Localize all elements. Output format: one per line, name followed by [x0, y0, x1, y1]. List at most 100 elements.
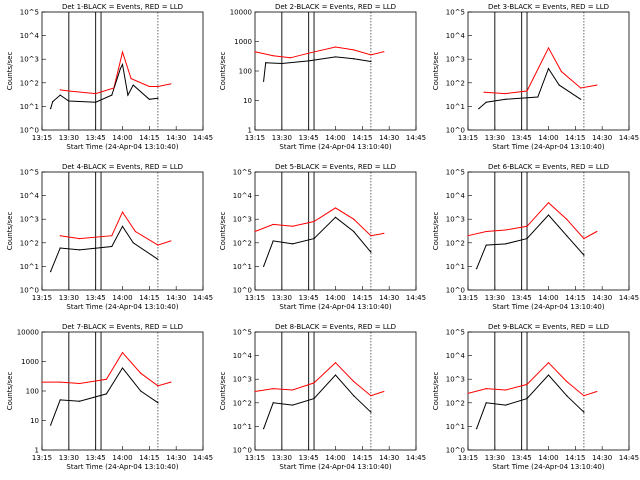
series-point-black — [140, 390, 142, 392]
series-point-red — [170, 83, 172, 85]
series-point-red — [272, 55, 274, 57]
series-point-black — [370, 60, 372, 63]
series-point-black — [68, 100, 70, 102]
y-tick-label: 10^1 — [446, 103, 465, 111]
series-point-black — [475, 428, 478, 430]
series-line-red-lld — [42, 351, 171, 387]
series-line-black-events — [50, 367, 159, 426]
series-point-black — [547, 67, 550, 70]
x-tick-label: 13:15 — [32, 454, 52, 462]
x-axis-label: Start Time (24-Apr-04 13:10:40) — [279, 463, 391, 471]
chart-svg: 1 10 100 1000 10000 13:15 13:30 13:45 14:00 14:15… — [219, 3, 426, 151]
chart-title: Det 9-BLACK = Events, RED = LLD — [488, 323, 609, 331]
x-tick-label: 14:15 — [352, 454, 372, 462]
x-axis-label: Start Time (24-Apr-04 13:10:40) — [279, 303, 391, 311]
series-point-black — [485, 244, 487, 246]
series-point-red — [560, 70, 562, 73]
series-point-red — [566, 218, 568, 220]
series-point-red — [313, 220, 315, 223]
series-point-black — [504, 404, 507, 406]
series-line-red-lld — [254, 46, 384, 59]
y-axis-label: Counts/sec — [219, 52, 227, 91]
y-tick-label: 10^3 — [446, 376, 465, 384]
x-tick-label: 13:30 — [272, 294, 292, 302]
x-tick-label: 13:30 — [272, 454, 292, 462]
series-point-black — [313, 238, 315, 240]
plot-frame — [254, 171, 417, 291]
series-point-black — [272, 240, 274, 242]
series-point-black — [537, 96, 539, 98]
chart-svg: 10^0 10^1 10^2 10^3 10^4 10^5 13:15 13:30 13:45 1… — [432, 3, 639, 151]
series-point-black — [121, 225, 124, 227]
chart-svg: 10^0 10^1 10^2 10^3 10^4 10^5 13:15 13:30 13:45 1… — [219, 163, 426, 311]
series-point-red — [59, 235, 61, 237]
series-point-black — [504, 98, 507, 100]
x-tick-label: 14:00 — [538, 134, 558, 142]
series-point-red — [583, 395, 585, 397]
panel-det-9: 10^0 10^1 10^2 10^3 10^4 10^5 13:15 13:30 13:45 1… — [426, 320, 639, 480]
x-tick-label: 13:45 — [299, 454, 319, 462]
x-tick-label: 13:30 — [485, 134, 505, 142]
x-tick-label: 14:00 — [325, 294, 345, 302]
y-tick-label: 10^5 — [446, 9, 465, 17]
y-tick-label: 10^0 — [20, 287, 39, 295]
y-tick-label: 1 — [248, 127, 252, 135]
chart-svg: 10^0 10^1 10^2 10^3 10^4 10^5 13:15 13:30 13:45 1… — [219, 323, 426, 471]
series-point-black — [558, 84, 560, 86]
series-point-black — [313, 398, 315, 400]
x-tick-label: 14:30 — [166, 294, 186, 302]
plot-frame — [467, 331, 630, 451]
series-point-black — [49, 271, 52, 273]
y-tick-label: 10^4 — [446, 32, 466, 40]
series-point-black — [370, 411, 372, 413]
series-point-red — [596, 230, 598, 233]
x-axis-label: Start Time (24-Apr-04 13:10:40) — [66, 143, 178, 151]
series-point-red — [254, 51, 256, 53]
y-tick-label: 10^1 — [446, 263, 465, 271]
x-tick-label: 14:00 — [112, 134, 132, 142]
series-point-black — [547, 374, 550, 376]
y-tick-label: 10^3 — [20, 216, 39, 224]
series-point-red — [272, 387, 274, 390]
x-tick-label: 14:45 — [406, 454, 426, 462]
series-line-black-events — [50, 225, 159, 272]
series-point-red — [41, 381, 43, 383]
plot-frame — [41, 171, 204, 291]
panel-det-5: 10^0 10^1 10^2 10^3 10^4 10^5 13:15 13:30 13:45 1… — [213, 160, 426, 320]
y-tick-label: 10^1 — [446, 423, 465, 431]
series-point-black — [334, 216, 337, 218]
chart-title: Det 7-BLACK = Events, RED = LLD — [62, 323, 183, 331]
chart-title: Det 3-BLACK = Events, RED = LLD — [488, 3, 609, 11]
series-point-red — [157, 244, 159, 246]
x-tick-label: 14:30 — [379, 134, 399, 142]
y-tick-label: 10^3 — [446, 56, 465, 64]
y-axis-label: Counts/sec — [219, 372, 227, 411]
series-point-red — [308, 52, 310, 54]
series-line-black-events — [50, 62, 158, 109]
y-tick-label: 100 — [26, 388, 39, 396]
series-point-black — [59, 399, 61, 401]
series-point-black — [105, 393, 107, 395]
series-point-black — [119, 67, 121, 70]
panel-det-1: 10^0 10^1 10^2 10^3 10^4 10^5 13:15 13:30 13:45 1… — [0, 0, 213, 160]
y-tick-label: 1 — [35, 447, 39, 455]
x-tick-label: 14:15 — [139, 134, 159, 142]
y-tick-label: 10^4 — [20, 192, 40, 200]
series-point-red — [353, 49, 355, 51]
panel-det-8: 10^0 10^1 10^2 10^3 10^4 10^5 13:15 13:30 13:45 1… — [213, 320, 426, 480]
series-point-black — [291, 243, 294, 245]
series-point-black — [111, 94, 113, 96]
y-tick-label: 10000 — [17, 329, 39, 337]
x-tick-label: 13:30 — [485, 454, 505, 462]
series-point-black — [526, 398, 528, 400]
y-tick-label: 10^3 — [233, 216, 252, 224]
y-tick-label: 10^1 — [233, 263, 252, 271]
y-tick-label: 10^4 — [233, 352, 253, 360]
series-point-black — [262, 428, 265, 430]
y-tick-label: 10^3 — [233, 376, 252, 384]
series-point-black — [49, 108, 52, 110]
x-tick-label: 14:15 — [565, 454, 585, 462]
x-tick-label: 13:45 — [299, 294, 319, 302]
y-tick-label: 10^4 — [446, 192, 466, 200]
series-point-red — [370, 235, 372, 237]
